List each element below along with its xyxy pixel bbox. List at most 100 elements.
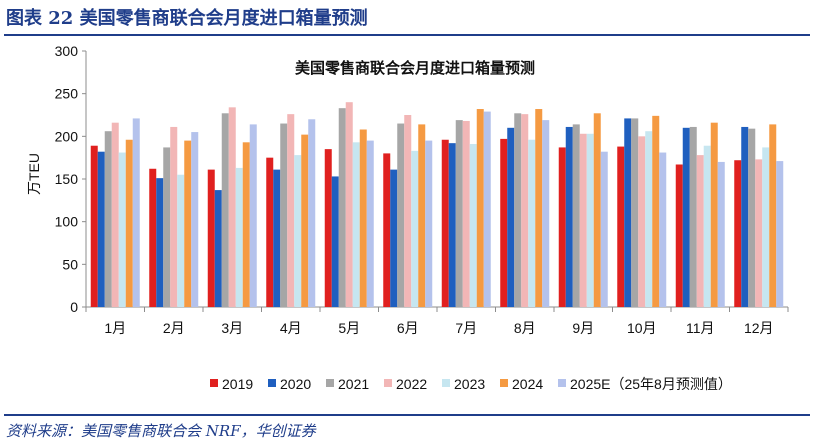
- x-tick-label: 7月: [455, 320, 477, 336]
- bar-2020-2月: [156, 178, 164, 307]
- bar-2024-11月: [710, 122, 718, 308]
- y-tick-group: 0 50 100 150 200 250 300: [55, 43, 86, 315]
- bar-2020-1月: [97, 151, 105, 307]
- y-axis-label: 万TEU: [26, 153, 42, 195]
- legend-label: 2023: [454, 376, 485, 392]
- legend: 2019 2020 2021 2022 2023 2024 2025E（25年8月预测值）: [210, 376, 732, 392]
- y-tick-label: 200: [55, 128, 79, 144]
- x-tick-label: 1月: [104, 320, 126, 336]
- y-tick-label: 100: [55, 214, 79, 230]
- bar-2024-10月: [652, 115, 660, 307]
- bar-2024-1月: [125, 139, 133, 307]
- bar-2019-12月: [734, 160, 742, 307]
- bar-2019-3月: [207, 169, 215, 307]
- bar-2023-9月: [586, 133, 594, 307]
- bar-2024-4月: [301, 134, 309, 307]
- bar-2023-10月: [645, 131, 653, 307]
- bar-2021-6月: [397, 123, 405, 308]
- legend-swatch: [442, 379, 450, 387]
- bar-2022-9月: [579, 133, 587, 307]
- y-tick-label: 50: [62, 256, 78, 272]
- bar-2022-1月: [111, 122, 119, 308]
- bar-2024-5月: [359, 129, 367, 307]
- legend-swatch: [500, 379, 508, 387]
- x-tick-label: 9月: [572, 320, 594, 336]
- legend-swatch: [384, 379, 392, 387]
- legend-swatch: [268, 379, 276, 387]
- bar-2025-6月: [425, 140, 433, 307]
- chart-title: 美国零售商联合会月度进口箱量预测: [295, 59, 535, 77]
- y-tick-label: 150: [55, 171, 79, 187]
- bar-2019-7月: [441, 139, 449, 307]
- bar-2022-6月: [404, 115, 412, 307]
- figure-title: 图表 22 美国零售商联合会月度进口箱量预测: [6, 8, 368, 29]
- bar-2025-2月: [191, 132, 199, 307]
- bar-2022-3月: [228, 107, 236, 307]
- bar-2019-6月: [383, 153, 391, 307]
- x-tick-label: 4月: [280, 320, 302, 336]
- bar-2019-9月: [558, 147, 566, 307]
- bar-2025-3月: [249, 124, 257, 308]
- bar-2024-3月: [242, 142, 250, 307]
- bar-2021-12月: [748, 128, 756, 307]
- bar-2022-12月: [755, 159, 763, 307]
- bar-2020-9月: [565, 126, 573, 308]
- bar-2024-9月: [593, 113, 601, 307]
- figure-header: 图表 22 美国零售商联合会月度进口箱量预测: [0, 0, 814, 38]
- legend-label: 2022: [396, 376, 427, 392]
- bar-2022-8月: [521, 114, 529, 307]
- legend-swatch: [558, 379, 566, 387]
- legend-swatch: [326, 379, 334, 387]
- bar-2025-8月: [542, 120, 550, 308]
- bar-2022-2月: [170, 126, 178, 308]
- bar-2024-7月: [476, 109, 484, 307]
- bar-2023-2月: [177, 174, 185, 307]
- bar-2025-7月: [483, 111, 491, 307]
- bar-2019-5月: [324, 149, 332, 307]
- bar-2022-7月: [462, 120, 470, 308]
- bar-2023-4月: [294, 155, 302, 307]
- bar-2025-10月: [659, 152, 667, 307]
- bar-2020-7月: [448, 143, 456, 307]
- bar-group: [90, 102, 784, 308]
- bar-2023-8月: [528, 139, 536, 307]
- figure-source: 资料来源：美国零售商联合会 NRF，华创证券: [6, 422, 316, 440]
- y-tick-label: 300: [55, 43, 79, 59]
- bar-2021-4月: [280, 123, 288, 308]
- bar-2023-5月: [352, 142, 360, 307]
- bar-2019-1月: [90, 145, 98, 307]
- bar-2019-2月: [149, 168, 157, 307]
- legend-swatch: [210, 379, 218, 387]
- bar-2020-4月: [273, 169, 281, 307]
- legend-label: 2021: [338, 376, 369, 392]
- bar-2023-1月: [118, 152, 126, 307]
- x-tick-label: 6月: [397, 320, 419, 336]
- bar-2025-11月: [717, 161, 725, 307]
- bar-2022-10月: [638, 136, 646, 307]
- bar-2023-12月: [762, 147, 770, 307]
- bar-2021-2月: [163, 147, 171, 307]
- bar-2020-6月: [390, 169, 398, 307]
- bar-2023-3月: [235, 167, 243, 307]
- bar-2025-12月: [776, 161, 784, 307]
- bar-2019-10月: [617, 146, 625, 307]
- footer-rule: [4, 414, 810, 416]
- legend-label: 2019: [222, 376, 253, 392]
- bar-2019-11月: [675, 164, 683, 307]
- y-tick-label: 0: [70, 299, 78, 315]
- bar-2020-11月: [682, 127, 690, 307]
- x-tick-label: 3月: [221, 320, 243, 336]
- bar-2021-1月: [104, 131, 112, 307]
- x-tick-label: 5月: [338, 320, 360, 336]
- bar-2022-5月: [345, 102, 353, 307]
- import-volume-chart: 美国零售商联合会月度进口箱量预测 万TEU 0 50 100 150 200 250 300…: [26, 43, 789, 392]
- x-tick-label: 10月: [627, 320, 657, 336]
- bar-2025-5月: [366, 140, 374, 307]
- bar-2021-9月: [572, 124, 580, 308]
- bar-2021-8月: [514, 113, 522, 307]
- bar-2021-5月: [338, 108, 346, 307]
- bar-2023-11月: [703, 145, 711, 307]
- legend-label: 2025E（25年8月预测值）: [570, 376, 732, 392]
- bar-2020-8月: [507, 127, 515, 307]
- bar-2021-7月: [455, 120, 463, 308]
